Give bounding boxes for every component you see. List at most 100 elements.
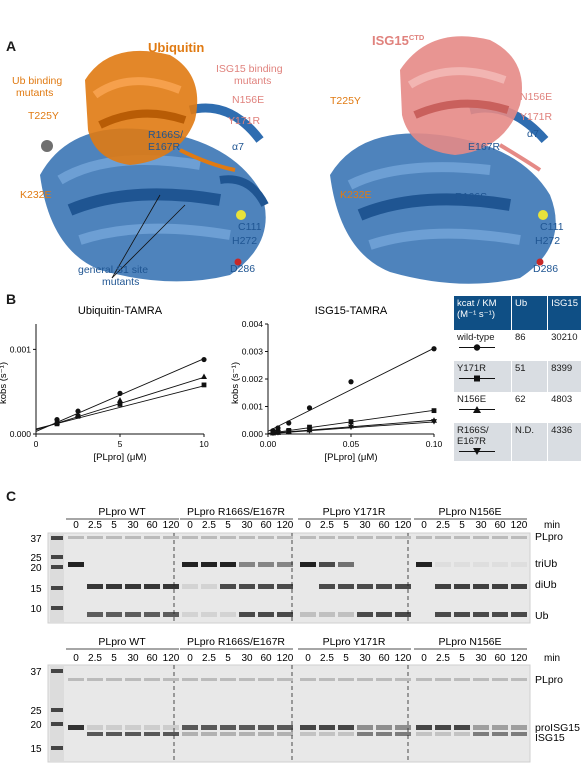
band-diub	[511, 584, 527, 589]
fit-line-y171r	[35, 385, 205, 430]
timepoint-label: 5	[111, 653, 117, 664]
timepoint-label: 0	[305, 520, 311, 531]
band-plpro	[220, 536, 236, 539]
timepoint-label: 120	[511, 653, 528, 664]
timepoint-label: 30	[475, 653, 487, 664]
band-plpro	[357, 678, 373, 681]
timepoint-label: 5	[225, 520, 231, 531]
timepoint-label: 120	[277, 520, 294, 531]
band-diub	[106, 584, 122, 589]
r166s-label-right: R166S	[455, 191, 487, 203]
marker-label: 15	[30, 744, 42, 755]
ladder-band	[51, 722, 63, 726]
band-diub	[454, 584, 470, 589]
band-ub	[277, 612, 293, 617]
timepoint-label: 30	[241, 653, 253, 664]
legend-cell-ub: N.D.	[511, 423, 549, 461]
band-ub	[454, 612, 470, 617]
timepoint-label: 60	[260, 520, 272, 531]
timepoint-label: 120	[277, 653, 294, 664]
gel-bottom-proisg15: 37 25 20 15 PLpro WT 0 2.5 5 30 60 120 PLpro R166S/…	[30, 636, 580, 763]
k232e-label-left: K232E	[20, 189, 52, 201]
y-tick-label: 0.000	[242, 429, 264, 439]
legend-cell-ub: 51	[511, 361, 549, 392]
data-point	[201, 356, 207, 363]
band-proisg15	[163, 725, 179, 730]
legend-marker-circle	[459, 344, 495, 351]
band-proisg15	[201, 725, 217, 730]
legend-row-wildtype: wild-type 86 30210	[454, 330, 582, 361]
band-plpro	[395, 678, 411, 681]
band-plpro	[492, 536, 508, 539]
timepoint-label: 5	[343, 520, 349, 531]
band-plpro	[163, 678, 179, 681]
y-tick-label: 0.001	[242, 402, 264, 412]
band-ub	[182, 612, 198, 617]
band-proisg15	[144, 725, 160, 730]
gel-group-title: PLpro R166S/E167R	[187, 506, 285, 518]
band-isg15	[201, 732, 217, 736]
ladder-lane	[50, 665, 64, 762]
timepoint-label: 0	[187, 520, 193, 531]
band-ub	[163, 612, 179, 617]
h272-label-left: H272	[232, 235, 257, 247]
timepoint-label: 120	[395, 653, 412, 664]
legend-header-isg15: ISG15	[547, 296, 582, 330]
band-isg15	[258, 732, 274, 736]
timepoint-label: 30	[241, 520, 253, 531]
gel-image	[47, 664, 531, 763]
ubiquitin-structure	[85, 50, 236, 172]
band-isg15	[319, 732, 335, 736]
band-triub	[319, 562, 335, 567]
min-label: min	[544, 520, 560, 531]
isg15-label: ISG15CTD	[372, 33, 425, 48]
band-triub	[68, 562, 84, 567]
x-tick-label: 0.00	[260, 439, 277, 449]
ladder-band	[51, 536, 63, 540]
fit-line-wild-type	[267, 347, 435, 432]
band-isg15	[182, 732, 198, 736]
timepoint-label: 30	[475, 520, 487, 531]
min-label: min	[544, 653, 560, 664]
band-ub	[473, 612, 489, 617]
legend-header-kcat: kcat / KM (M⁻¹ s⁻¹)	[454, 296, 512, 330]
timepoint-label: 2.5	[320, 520, 334, 531]
chart-title: ISG15-TAMRA	[315, 305, 388, 317]
panel-b-label: B	[6, 291, 17, 307]
plpro-structure-left	[40, 103, 269, 282]
timepoint-label: 120	[395, 520, 412, 531]
band-plpro	[87, 678, 103, 681]
band-diub	[277, 584, 293, 589]
x-tick-label: 10	[199, 439, 209, 449]
data-point	[348, 419, 354, 425]
marker-label: 20	[30, 720, 42, 731]
band-label-plpro: PLpro	[535, 674, 563, 686]
band-ub	[357, 612, 373, 617]
band-diub	[376, 584, 392, 589]
band-isg15	[473, 732, 489, 736]
band-ub	[300, 612, 316, 617]
n156e-label-right: N156E	[520, 91, 552, 103]
band-triub	[416, 562, 432, 567]
band-diub	[319, 584, 335, 589]
band-ub	[144, 612, 160, 617]
band-plpro	[163, 536, 179, 539]
timepoint-label: 2.5	[88, 653, 102, 664]
ubiquitin-label: Ubiquitin	[148, 40, 204, 55]
ladder-band	[51, 586, 63, 590]
ladder-band	[51, 606, 63, 610]
band-ub	[435, 612, 451, 617]
band-diub	[220, 584, 236, 589]
timepoint-label: 0	[73, 653, 79, 664]
data-point	[431, 419, 437, 425]
band-triub	[473, 562, 489, 567]
k232e-label-right: K232E	[340, 189, 372, 201]
marker-label: 20	[30, 563, 42, 574]
y-tick-label: 0.004	[242, 319, 264, 329]
band-triub	[201, 562, 217, 567]
band-plpro	[435, 678, 451, 681]
band-diub	[163, 584, 179, 589]
marker-label: 37	[30, 667, 42, 678]
band-isg15	[144, 732, 160, 736]
